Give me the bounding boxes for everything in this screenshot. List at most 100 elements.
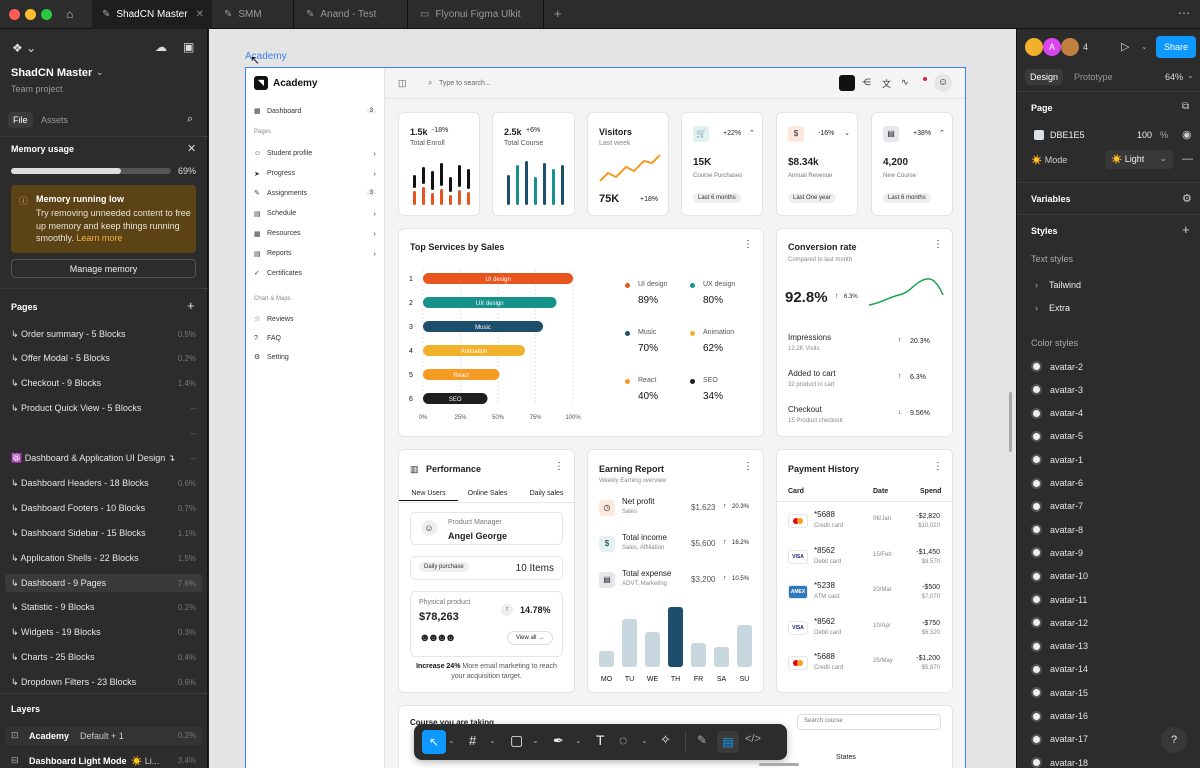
color-style-item[interactable]: avatar-11 — [1031, 594, 1087, 605]
fill-hex-input[interactable]: DBE1E5 — [1050, 130, 1085, 140]
add-page-button[interactable]: + — [187, 298, 195, 313]
chevron-down-icon[interactable]: ⌄ — [575, 736, 582, 745]
color-style-item[interactable]: avatar-18 — [1031, 757, 1088, 768]
color-style-item[interactable]: avatar-17 — [1031, 733, 1088, 745]
rectangle-tool-icon[interactable]: ▢ — [510, 732, 524, 748]
present-play-icon[interactable]: ▷ — [1121, 41, 1130, 53]
sidebar-item[interactable]: ☺ Student profile › — [254, 149, 376, 158]
chevron-down-icon[interactable]: ⌄ — [641, 736, 648, 745]
more-vertical-icon[interactable]: ⋮ — [743, 461, 753, 472]
share-button[interactable]: Share — [1156, 36, 1196, 58]
sidebar-item[interactable]: ☆ Reviews — [254, 315, 376, 324]
more-vertical-icon[interactable]: ⋮ — [554, 461, 564, 472]
app-search-input[interactable]: Type to search... — [439, 80, 491, 87]
color-style-item[interactable]: avatar-13 — [1031, 640, 1088, 652]
sidebar-item[interactable]: ▦ Dashboard 3 — [254, 107, 376, 115]
color-style-item[interactable]: avatar-3 — [1031, 384, 1083, 396]
page-item[interactable]: ↳ Dropdown Filters - 23 Blocks 0.6% — [11, 674, 196, 692]
sidebar-item[interactable]: ▤ Schedule › — [254, 209, 376, 218]
page-item[interactable]: ↳ Dashboard - 9 Pages 7.6% — [5, 574, 202, 592]
more-icon[interactable]: ⋯ — [1178, 6, 1190, 20]
add-style-button[interactable]: + — [1182, 222, 1190, 237]
tab-anand-test[interactable]: ✎ Anand - Test — [296, 0, 408, 29]
tab-file[interactable]: File — [8, 112, 33, 128]
tab-design[interactable]: Design — [1025, 69, 1064, 85]
upload-icon[interactable]: ☁ — [155, 40, 167, 54]
maximize-window-button[interactable] — [41, 9, 52, 20]
theme-toggle-button[interactable] — [839, 75, 855, 91]
chevron-down-icon[interactable]: ⌄ — [96, 67, 104, 77]
color-style-item[interactable]: avatar-15 — [1031, 687, 1088, 699]
page-item[interactable]: ↳ Offer Modal - 5 Blocks 0.2% — [11, 350, 196, 368]
comment-tool-icon[interactable]: ◌ — [619, 732, 628, 748]
activity-icon[interactable]: ∿ — [901, 77, 909, 87]
page-item[interactable]: ↳ Widgets - 19 Blocks 0.3% — [11, 624, 196, 642]
chevron-down-icon[interactable]: ⌄ — [448, 736, 455, 745]
chevron-right-icon[interactable]: › — [1035, 280, 1038, 290]
chevron-down-icon[interactable]: ⌄ — [532, 736, 539, 745]
user-avatar[interactable]: ☺ — [934, 74, 952, 92]
tab-assets[interactable]: Assets — [41, 115, 69, 125]
text-style-tailwind[interactable]: Tailwind — [1049, 280, 1082, 290]
design-mode-icon[interactable]: ▤ — [717, 731, 739, 753]
collaborator-avatar[interactable] — [1061, 38, 1079, 56]
minimize-window-button[interactable] — [25, 9, 36, 20]
variables-icon[interactable]: ⚙ — [1182, 193, 1192, 205]
page-settings-icon[interactable]: ⧉ — [1182, 101, 1190, 112]
tab-new-users[interactable]: New Users — [399, 490, 458, 501]
color-style-item[interactable]: avatar-4 — [1031, 407, 1083, 419]
layer-academy[interactable]: ⊡ Academy Default + 1 0.2% — [5, 727, 202, 745]
frame-label[interactable]: Academy — [245, 51, 287, 62]
color-style-item[interactable]: avatar-7 — [1031, 500, 1083, 512]
close-window-button[interactable] — [9, 9, 20, 20]
move-tool-icon[interactable]: ↖ — [422, 730, 446, 754]
view-all-button[interactable]: View all → — [507, 631, 553, 645]
dev-mode-icon[interactable]: </> — [745, 733, 761, 745]
color-style-item[interactable]: avatar-1 — [1031, 454, 1083, 466]
more-vertical-icon[interactable]: ⋮ — [933, 461, 943, 472]
close-tab-icon[interactable]: ✕ — [195, 9, 204, 20]
vertical-scrollbar[interactable] — [1009, 392, 1012, 452]
sidebar-item[interactable]: ✓ Certificates — [254, 269, 376, 278]
sidebar-item[interactable]: ▦ Resources › — [254, 229, 376, 238]
home-icon[interactable]: ⌂ — [66, 7, 74, 21]
tab-online-sales[interactable]: Online Sales — [467, 490, 508, 497]
color-style-item[interactable]: avatar-2 — [1031, 361, 1083, 372]
text-tool-icon[interactable]: T — [596, 732, 605, 748]
new-tab-button[interactable]: + — [554, 6, 562, 21]
learn-more-link[interactable]: Learn more — [76, 233, 123, 243]
page-item[interactable]: ↳ Dashboard Footers - 10 Blocks 0.7% — [11, 499, 196, 517]
close-icon[interactable]: ✕ — [187, 143, 197, 155]
course-search-input[interactable]: Search course — [797, 714, 941, 730]
page-item[interactable]: ↳ Charts - 25 Blocks 0.4% — [11, 649, 196, 667]
sidebar-toggle-icon[interactable]: ▣ — [183, 40, 195, 54]
page-item[interactable]: ↳ Application Shells - 22 Blocks 1.5% — [11, 549, 196, 567]
share-icon[interactable]: ⋲ — [862, 77, 871, 87]
figma-menu-icon[interactable]: ❖ ⌄ — [12, 41, 37, 55]
sidebar-item[interactable]: ? FAQ — [254, 335, 376, 342]
fill-opacity-input[interactable]: 100 — [1137, 130, 1153, 140]
page-item[interactable]: -- — [11, 425, 196, 443]
color-style-item[interactable]: avatar-9 — [1031, 547, 1083, 559]
more-vertical-icon[interactable]: ⋮ — [933, 239, 943, 250]
collaborator-avatar[interactable] — [1025, 38, 1043, 56]
sidebar-item[interactable]: ▤ Reports › — [254, 249, 376, 258]
page-item[interactable]: ↳ Order summary - 5 Blocks 0.5% — [11, 325, 196, 343]
sidebar-toggle-icon[interactable]: ◫ — [398, 78, 407, 88]
page-item[interactable]: ↳ Product Quick View - 5 Blocks -- — [11, 400, 196, 418]
help-button[interactable]: ? — [1161, 727, 1187, 753]
chevron-down-icon[interactable]: ⌄ — [1187, 71, 1194, 80]
page-item[interactable]: ↳ Dashboard Headers - 18 Blocks 0.6% — [11, 474, 196, 492]
text-style-extra[interactable]: Extra — [1049, 303, 1071, 313]
tab-daily-sales[interactable]: Daily sales — [529, 490, 564, 497]
color-style-item[interactable]: avatar-5 — [1031, 430, 1083, 442]
search-icon[interactable]: ⌕ — [187, 113, 194, 125]
frame-tool-icon[interactable]: # — [469, 733, 477, 748]
color-style-item[interactable]: avatar-14 — [1031, 663, 1088, 675]
color-style-item[interactable]: avatar-16 — [1031, 710, 1088, 722]
collaborator-avatar[interactable]: A — [1043, 38, 1061, 56]
academy-frame[interactable]: ◥ Academy Pages Chart & Maps ▦ Dashboard 3 ☺ S… — [245, 67, 966, 768]
page-item[interactable]: ⚛️ Dashboard & Application UI Design ↴ -- — [11, 450, 196, 468]
more-vertical-icon[interactable]: ⋮ — [743, 239, 753, 250]
chevron-down-icon[interactable]: ⌄ — [1141, 42, 1148, 51]
